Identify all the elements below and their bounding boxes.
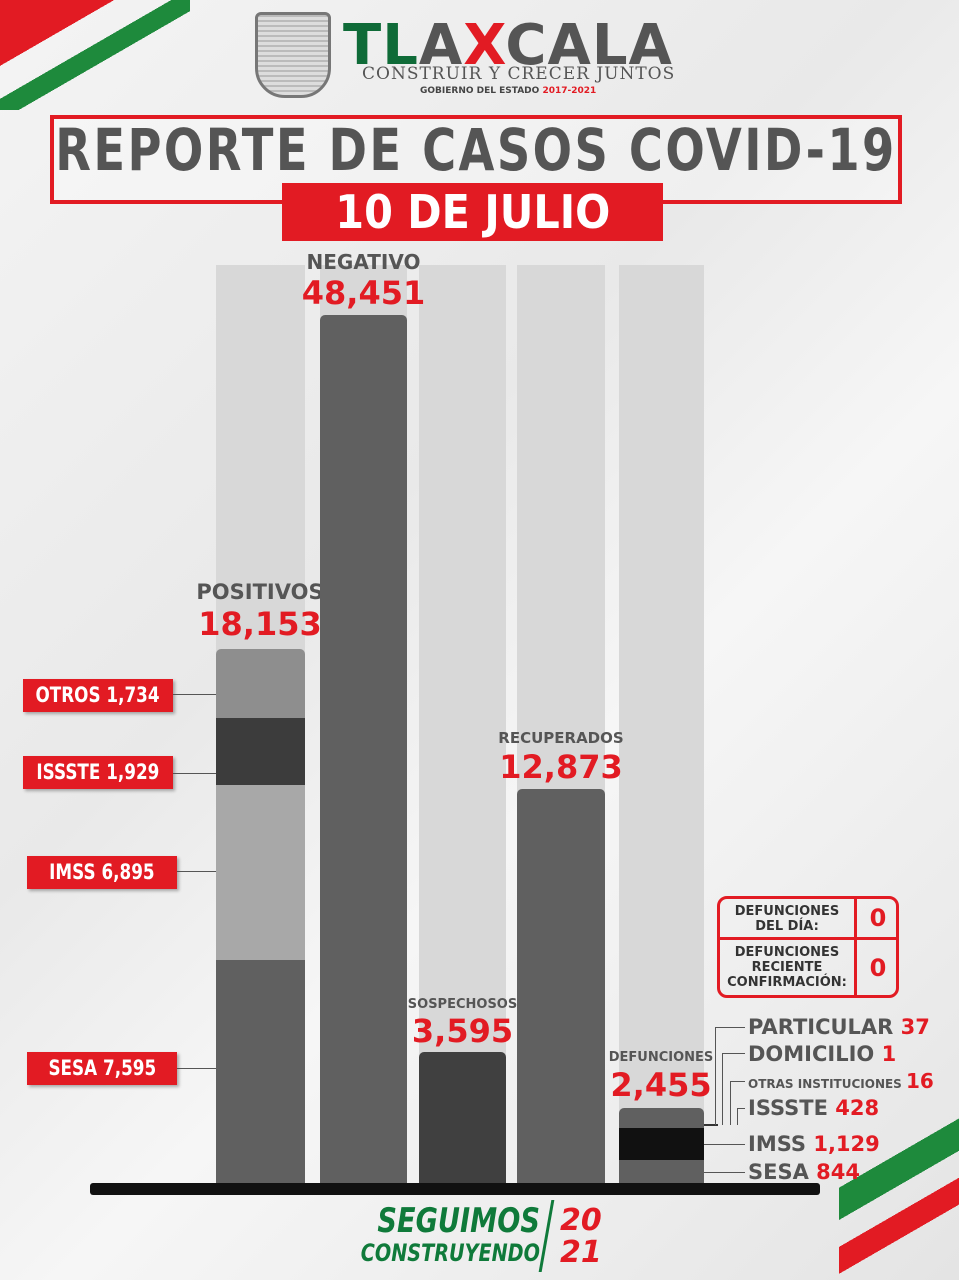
bar-sospechosos [419, 1052, 506, 1183]
segment-issste [216, 718, 305, 785]
coat-of-arms-logo [255, 12, 331, 98]
bar-track [619, 265, 704, 1183]
legend-imss: IMSS 1,129 [748, 1132, 880, 1156]
connector-line [177, 1068, 216, 1069]
legend-particular: PARTICULAR 37 [748, 1015, 930, 1039]
legend-domicilio: DOMICILIO 1 [748, 1042, 897, 1066]
label-recuperados: RECUPERADOS [498, 729, 624, 747]
flag-stripes-decoration [0, 0, 190, 110]
tlaxcala-logo: TLAXCALA [343, 13, 673, 78]
label-defunciones: DEFUNCIONES [608, 1050, 714, 1065]
report-date: 10 DE JULIO [334, 185, 611, 239]
connector-line [715, 1027, 745, 1028]
flag-stripes-decoration [839, 1080, 959, 1280]
footer-year: 20 21 [560, 1203, 602, 1270]
value-recuperados: 12,873 [499, 748, 623, 786]
value-positivos: 18,153 [198, 605, 322, 643]
page-title: REPORTE DE CASOS COVID-19 [55, 116, 897, 184]
connector-line [730, 1081, 731, 1125]
slogan-divider [538, 1200, 555, 1272]
bar-recuperados [517, 789, 605, 1183]
connector-line [722, 1053, 723, 1125]
connector-line [737, 1108, 738, 1125]
legend-sesa: SESA 844 [748, 1160, 861, 1184]
government-label: GOBIERNO DEL ESTADO 2017-2021 [420, 86, 597, 96]
connector-line [173, 694, 216, 695]
defunciones-table: DEFUNCIONES DEL DÍA: 0 DEFUNCIONES RECIE… [717, 896, 899, 998]
connector-line [704, 1124, 718, 1126]
tagline: CONSTRUIR Y CRECER JUNTOS [362, 64, 676, 84]
footer-slogan: SEGUIMOS CONSTRUYENDO [360, 1201, 540, 1267]
legend-issste: ISSSTE 428 [748, 1096, 880, 1120]
segment-otros [216, 649, 305, 718]
segment-sesa [216, 960, 305, 1183]
connector-line [177, 871, 216, 872]
connector-line [730, 1081, 745, 1082]
bar-defunciones [619, 1108, 704, 1183]
label-positivos: POSITIVOS [196, 580, 324, 604]
chart-baseline [90, 1183, 820, 1195]
callout-imss: IMSS 6,895 [27, 856, 177, 889]
table-row: DEFUNCIONES DEL DÍA: 0 [720, 899, 896, 940]
bar-positivos [216, 649, 305, 1183]
connector-line [173, 773, 216, 774]
segment-imss [216, 785, 305, 960]
label-sospechosos: SOSPECHOSOS [407, 997, 518, 1012]
connector-line [737, 1108, 745, 1109]
connector-line [722, 1053, 745, 1054]
callout-otros: OTROS 1,734 [23, 679, 173, 712]
callout-issste: ISSSTE 1,929 [23, 756, 173, 789]
connector-line [704, 1144, 745, 1145]
table-row: DEFUNCIONES RECIENTE CONFIRMACIÓN: 0 [720, 940, 896, 995]
report-date-box: 10 DE JULIO [282, 183, 663, 241]
value-defunciones: 2,455 [610, 1066, 712, 1104]
bar-track [419, 265, 506, 1183]
segment-imss [619, 1128, 704, 1160]
value-sospechosos: 3,595 [411, 1012, 514, 1050]
bar-negativo [320, 315, 407, 1183]
connector-line [715, 1027, 716, 1125]
connector-line [704, 1172, 745, 1173]
value-negativo: 48,451 [301, 274, 426, 312]
callout-sesa: SESA 7,595 [27, 1052, 177, 1085]
legend-otras-instituciones: OTRAS INSTITUCIONES 16 [748, 1069, 934, 1093]
label-negativo: NEGATIVO [306, 250, 421, 274]
